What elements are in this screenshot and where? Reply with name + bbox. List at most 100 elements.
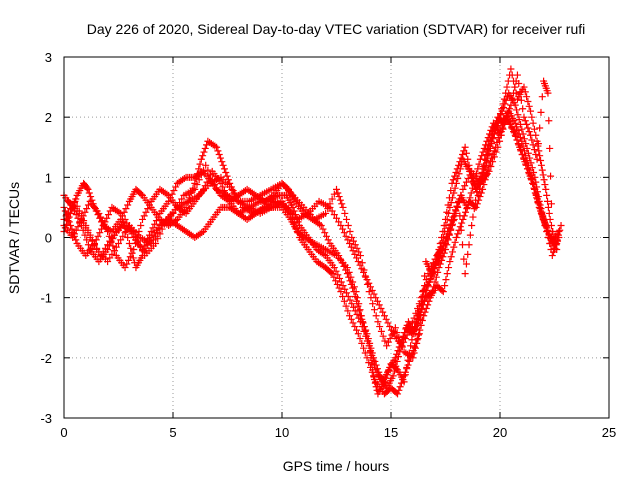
data-point bbox=[534, 140, 542, 148]
data-point bbox=[75, 209, 83, 217]
data-point bbox=[348, 300, 356, 308]
data-point bbox=[197, 155, 205, 163]
data-point bbox=[344, 236, 352, 244]
data-point bbox=[443, 208, 451, 216]
data-point bbox=[487, 163, 495, 171]
data-point bbox=[220, 165, 228, 173]
data-point bbox=[144, 205, 152, 213]
data-point bbox=[538, 166, 546, 174]
data-point bbox=[118, 215, 126, 223]
data-point bbox=[349, 247, 357, 255]
data-point bbox=[346, 240, 354, 248]
data-point bbox=[390, 367, 398, 375]
data-point bbox=[532, 150, 540, 158]
data-point bbox=[165, 197, 173, 205]
data-point bbox=[500, 95, 508, 103]
data-point bbox=[213, 143, 221, 151]
data-point bbox=[486, 136, 494, 144]
data-point bbox=[447, 225, 455, 233]
data-point bbox=[513, 71, 521, 79]
data-point bbox=[341, 209, 349, 217]
x-axis-tick-labels: 0 5 10 15 20 25 bbox=[60, 425, 616, 440]
data-point bbox=[410, 314, 418, 322]
data-point bbox=[405, 327, 413, 335]
data-point bbox=[289, 203, 297, 211]
data-point bbox=[417, 294, 425, 302]
data-point bbox=[351, 323, 359, 331]
data-point bbox=[344, 307, 352, 315]
data-point bbox=[414, 335, 422, 343]
data-point bbox=[379, 332, 387, 340]
data-point bbox=[337, 221, 345, 229]
data-point bbox=[158, 225, 166, 233]
data-point bbox=[506, 120, 514, 128]
data-point bbox=[339, 225, 347, 233]
data-point bbox=[517, 96, 525, 104]
data-point bbox=[377, 304, 385, 312]
data-point bbox=[328, 270, 336, 278]
data-point bbox=[527, 131, 535, 139]
data-point bbox=[415, 300, 423, 308]
data-point bbox=[403, 365, 411, 373]
data-point bbox=[473, 188, 481, 196]
data-point bbox=[452, 169, 460, 177]
data-point bbox=[336, 196, 344, 204]
data-point bbox=[149, 236, 157, 244]
data-point bbox=[86, 234, 94, 241]
data-point bbox=[422, 276, 430, 284]
data-point bbox=[547, 172, 555, 180]
data-point bbox=[367, 283, 375, 291]
data-point bbox=[478, 152, 486, 160]
data-point bbox=[201, 144, 209, 152]
y-axis-label: SDTVAR / TECUs bbox=[6, 182, 22, 294]
data-point bbox=[511, 83, 519, 91]
data-point bbox=[337, 278, 345, 286]
data-point bbox=[422, 304, 430, 312]
data-point bbox=[451, 184, 459, 192]
data-point bbox=[515, 141, 523, 149]
data-point bbox=[523, 156, 531, 164]
data-point bbox=[557, 221, 565, 229]
data-point bbox=[128, 249, 136, 257]
data-point bbox=[338, 200, 346, 208]
data-point bbox=[434, 250, 442, 258]
data-point bbox=[335, 193, 343, 201]
data-point bbox=[350, 237, 358, 245]
data-point bbox=[170, 187, 178, 195]
data-point bbox=[431, 255, 439, 263]
data-point bbox=[483, 137, 491, 145]
y-tick-label: -1 bbox=[40, 291, 52, 306]
data-point bbox=[83, 205, 91, 213]
data-point bbox=[234, 196, 242, 204]
data-point bbox=[377, 327, 385, 335]
data-point bbox=[424, 270, 432, 278]
data-point bbox=[412, 325, 420, 333]
data-point bbox=[204, 166, 212, 174]
data-point bbox=[84, 229, 92, 237]
data-point bbox=[342, 232, 350, 240]
data-point bbox=[368, 368, 376, 376]
data-point bbox=[360, 327, 368, 335]
data-point bbox=[61, 207, 69, 215]
y-tick-label: 0 bbox=[45, 231, 52, 246]
series-arc-5 bbox=[60, 71, 556, 362]
data-point bbox=[498, 105, 506, 113]
data-point bbox=[197, 171, 205, 179]
data-point bbox=[98, 217, 106, 225]
data-point bbox=[346, 312, 354, 320]
axis-ticks bbox=[63, 56, 610, 419]
data-point bbox=[84, 201, 92, 209]
data-point bbox=[458, 219, 466, 227]
data-point bbox=[334, 271, 342, 279]
data-point bbox=[503, 113, 511, 121]
data-point bbox=[343, 289, 351, 297]
data-point bbox=[521, 117, 529, 125]
data-point bbox=[438, 234, 446, 241]
data-point bbox=[102, 224, 110, 232]
data-point bbox=[340, 297, 348, 305]
data-point bbox=[516, 146, 524, 154]
data-point bbox=[555, 227, 563, 235]
data-point bbox=[65, 218, 73, 226]
data-point bbox=[140, 212, 148, 220]
data-point bbox=[459, 150, 467, 158]
